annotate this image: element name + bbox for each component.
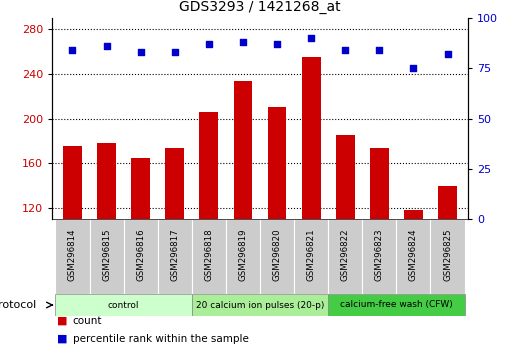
Bar bbox=[192, 294, 328, 316]
Bar bbox=[438, 185, 457, 219]
Text: GSM296820: GSM296820 bbox=[272, 229, 282, 281]
Point bbox=[443, 51, 451, 57]
Bar bbox=[131, 158, 150, 219]
Point bbox=[375, 47, 383, 53]
Text: GSM296824: GSM296824 bbox=[409, 229, 418, 281]
Bar bbox=[336, 135, 354, 219]
Point bbox=[205, 41, 213, 47]
Bar bbox=[165, 148, 184, 219]
Bar bbox=[63, 147, 82, 219]
Point bbox=[273, 41, 281, 47]
Point bbox=[307, 35, 315, 41]
Bar bbox=[302, 57, 321, 219]
Bar bbox=[124, 219, 157, 294]
Text: GSM296819: GSM296819 bbox=[239, 229, 247, 281]
Bar bbox=[55, 219, 89, 294]
Text: GSM296825: GSM296825 bbox=[443, 229, 452, 281]
Text: GSM296815: GSM296815 bbox=[102, 229, 111, 281]
Bar bbox=[268, 107, 286, 219]
Bar bbox=[89, 219, 124, 294]
Text: percentile rank within the sample: percentile rank within the sample bbox=[72, 333, 248, 343]
Bar bbox=[430, 219, 465, 294]
Bar bbox=[233, 80, 252, 219]
Text: protocol: protocol bbox=[0, 300, 36, 310]
Bar bbox=[362, 219, 397, 294]
Bar bbox=[200, 112, 218, 219]
Text: GSM296823: GSM296823 bbox=[375, 229, 384, 281]
Bar bbox=[294, 219, 328, 294]
Text: GSM296818: GSM296818 bbox=[204, 229, 213, 281]
Bar bbox=[157, 219, 192, 294]
Text: 20 calcium ion pulses (20-p): 20 calcium ion pulses (20-p) bbox=[196, 301, 324, 309]
Bar bbox=[397, 219, 430, 294]
Point bbox=[136, 49, 145, 55]
Text: ■: ■ bbox=[57, 333, 68, 343]
Bar bbox=[55, 294, 192, 316]
Point bbox=[239, 39, 247, 45]
Title: GDS3293 / 1421268_at: GDS3293 / 1421268_at bbox=[179, 0, 341, 14]
Text: count: count bbox=[72, 316, 102, 326]
Bar bbox=[192, 219, 226, 294]
Text: control: control bbox=[108, 301, 140, 309]
Text: GSM296821: GSM296821 bbox=[307, 229, 315, 281]
Text: GSM296816: GSM296816 bbox=[136, 229, 145, 281]
Bar bbox=[404, 210, 423, 219]
Bar bbox=[226, 219, 260, 294]
Text: calcium-free wash (CFW): calcium-free wash (CFW) bbox=[340, 301, 453, 309]
Point bbox=[171, 49, 179, 55]
Bar bbox=[370, 148, 389, 219]
Bar bbox=[260, 219, 294, 294]
Bar bbox=[328, 219, 362, 294]
Text: GSM296817: GSM296817 bbox=[170, 229, 179, 281]
Bar bbox=[97, 143, 116, 219]
Point bbox=[341, 47, 349, 53]
Point bbox=[103, 43, 111, 49]
Text: ■: ■ bbox=[57, 316, 68, 326]
Text: GSM296814: GSM296814 bbox=[68, 229, 77, 281]
Point bbox=[68, 47, 76, 53]
Point bbox=[409, 65, 418, 71]
Text: GSM296822: GSM296822 bbox=[341, 229, 350, 281]
Bar bbox=[328, 294, 465, 316]
